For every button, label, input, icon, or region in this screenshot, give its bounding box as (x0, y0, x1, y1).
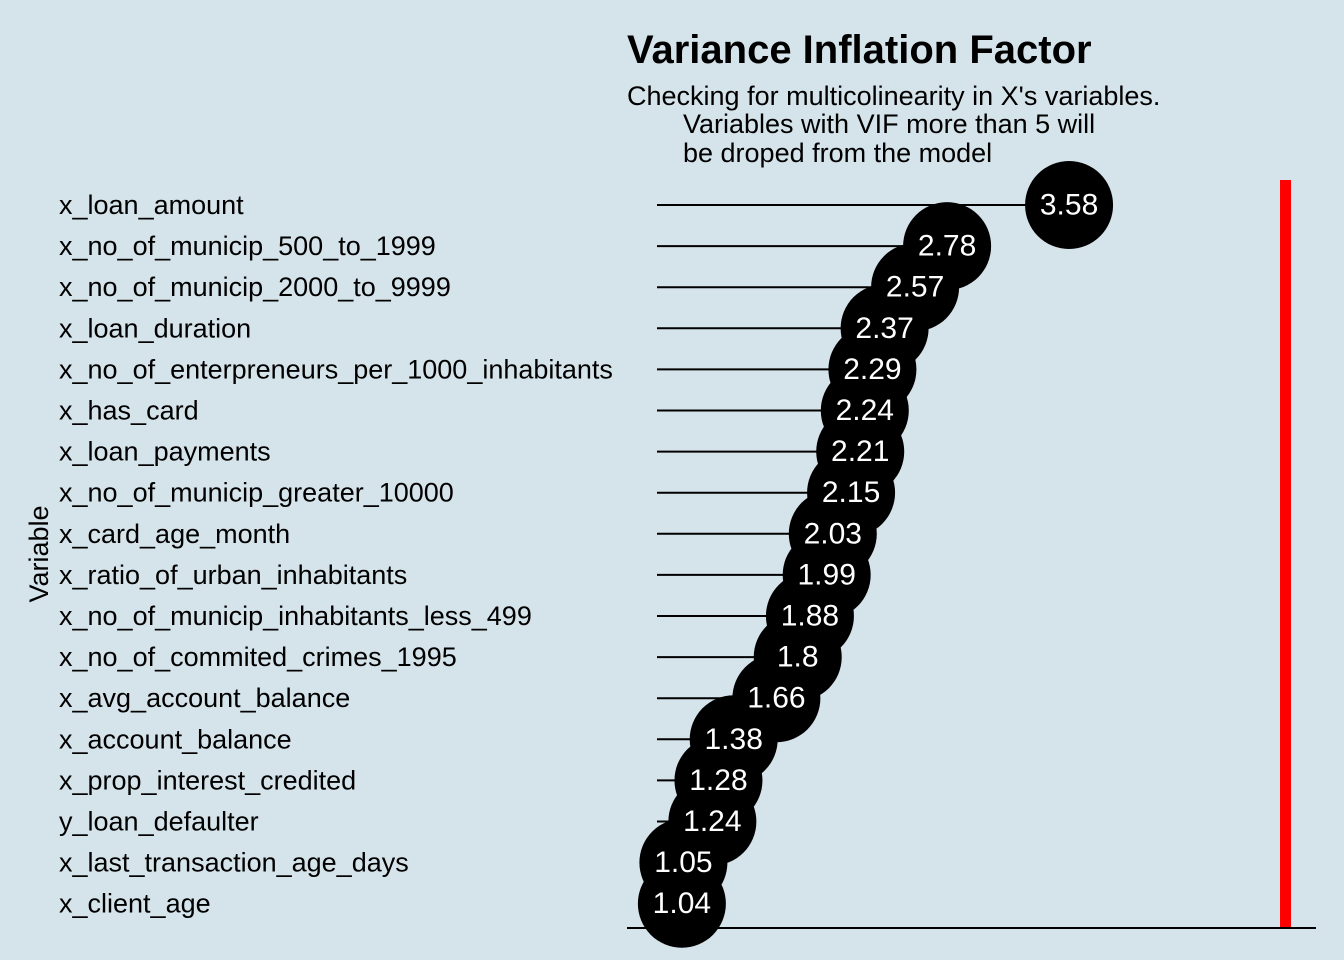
y-tick-label: x_has_card (59, 396, 199, 426)
value-label: 2.03 (804, 517, 862, 550)
y-tick-label: x_no_of_municip_greater_10000 (59, 478, 454, 508)
lollipop-point (1025, 161, 1114, 249)
value-label: 1.28 (689, 764, 747, 797)
lollipop-points (637, 161, 1114, 948)
lollipop-point (903, 202, 992, 291)
value-label: 1.66 (747, 682, 805, 715)
y-tick-label: x_card_age_month (59, 519, 290, 549)
value-label: 2.24 (836, 394, 894, 427)
value-label: 1.88 (781, 600, 839, 633)
value-label: 2.15 (822, 476, 880, 509)
y-tick-label: x_loan_payments (59, 437, 271, 467)
value-label: 1.8 (777, 641, 819, 674)
chart-title: Variance Inflation Factor (627, 28, 1092, 72)
value-label: 2.57 (886, 271, 944, 304)
value-label: 2.21 (831, 435, 889, 468)
value-label: 2.29 (843, 353, 901, 386)
y-tick-label: y_loan_defaulter (59, 807, 259, 837)
value-labels: 3.58 2.78 2.57 2.37 2.29 2.24 2.21 2.15 2.03 1.99… (653, 189, 1099, 921)
y-tick-label: x_no_of_municip_500_to_1999 (59, 231, 436, 261)
y-tick-label: x_avg_account_balance (59, 683, 350, 713)
y-tick-label: x_loan_duration (59, 313, 251, 343)
value-label: 1.99 (797, 558, 855, 591)
chart-subtitle-line-3: be droped from the model (683, 138, 992, 168)
y-tick-label: x_prop_interest_credited (59, 765, 356, 795)
y-tick-label: x_account_balance (59, 724, 292, 754)
value-label: 2.37 (855, 312, 913, 345)
value-label: 3.58 (1040, 189, 1098, 222)
y-tick-label: x_no_of_enterpreneurs_per_1000_inhabitan… (59, 354, 613, 384)
y-tick-labels: x_loan_amount x_no_of_municip_500_to_1999… (59, 190, 613, 919)
y-tick-label: x_no_of_municip_2000_to_9999 (59, 272, 451, 302)
y-axis-title: Variable (24, 505, 54, 602)
y-tick-label: x_no_of_commited_crimes_1995 (59, 642, 457, 672)
value-label: 1.24 (683, 805, 741, 838)
y-tick-label: x_ratio_of_urban_inhabitants (59, 560, 407, 590)
y-tick-label: x_no_of_municip_inhabitants_less_499 (59, 601, 532, 631)
y-tick-label: x_client_age (59, 889, 211, 919)
chart-subtitle-line-2: Variables with VIF more than 5 will (683, 109, 1095, 139)
y-tick-label: x_last_transaction_age_days (59, 848, 409, 878)
value-label: 2.78 (918, 230, 976, 263)
value-label: 1.04 (653, 887, 711, 920)
chart-subtitle-line-1: Checking for multicolinearity in X's var… (627, 81, 1160, 111)
value-label: 1.05 (654, 846, 712, 879)
y-tick-label: x_loan_amount (59, 190, 244, 220)
value-label: 1.38 (705, 723, 763, 756)
